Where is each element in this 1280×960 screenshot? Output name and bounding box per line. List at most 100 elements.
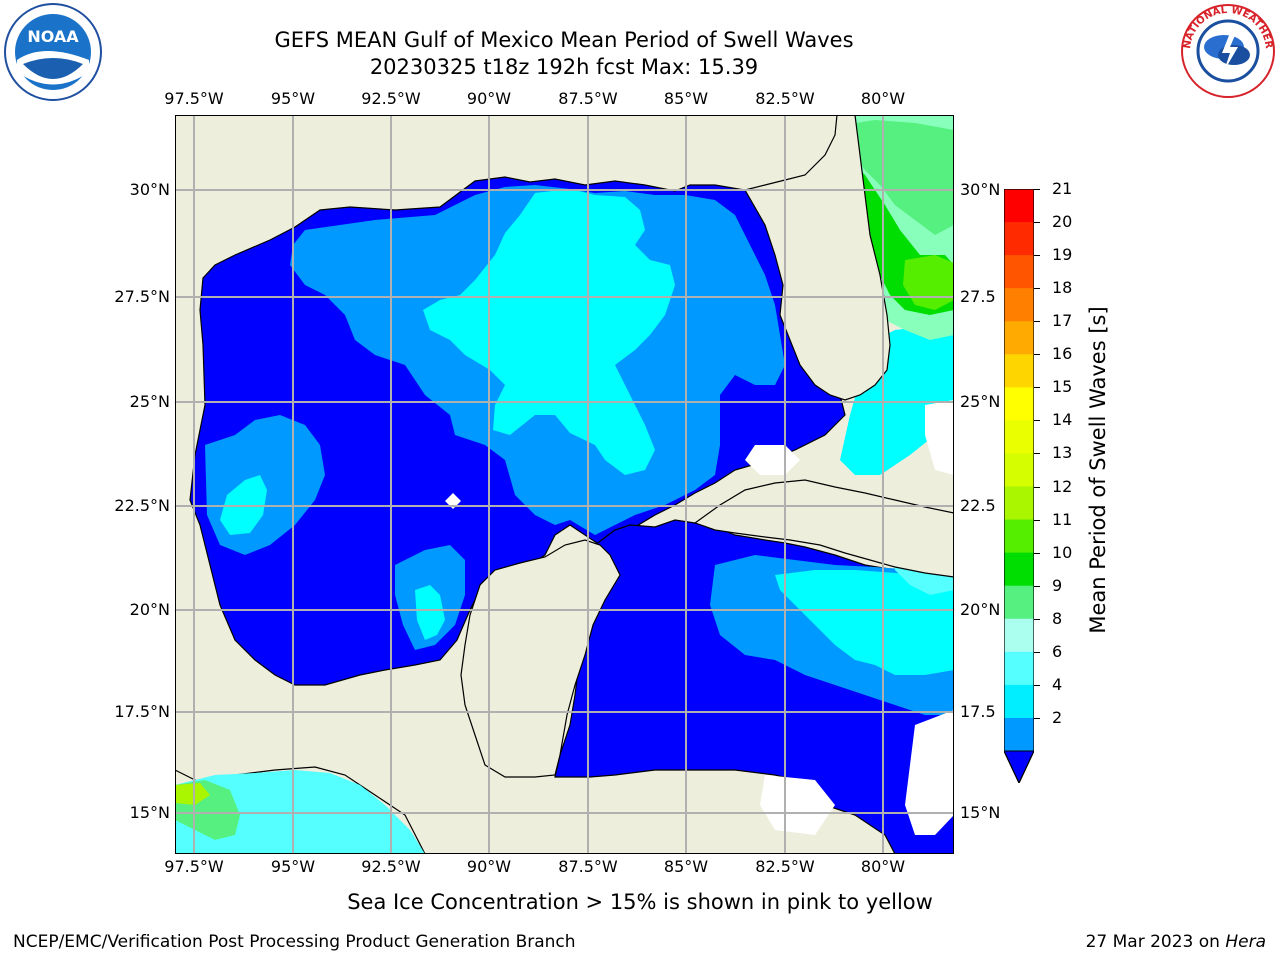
- colorbar-segment: [1004, 486, 1034, 521]
- colorbar-tick-mark: [1034, 717, 1040, 719]
- colorbar-segment: [1004, 189, 1034, 223]
- noaa-logo: NOAA: [3, 2, 103, 102]
- colorbar-segment: [1004, 453, 1034, 488]
- lon-label-top: 90°W: [466, 89, 512, 108]
- lat-label-right: 22.5: [960, 496, 996, 515]
- colorbar-tick-label: 6: [1052, 641, 1063, 661]
- lon-label-bottom: 85°W: [663, 857, 709, 876]
- map-panel: [174, 114, 955, 855]
- colorbar-segment: [1004, 618, 1034, 653]
- colorbar-tick-label: 9: [1052, 575, 1063, 595]
- atlantic-water-10-11s: [843, 120, 954, 235]
- lat-label-right: 20°N: [960, 600, 1001, 619]
- colorbar-tick-mark: [1034, 618, 1040, 620]
- colorbar-tick-label: 2: [1052, 707, 1063, 727]
- colorbar-tick-mark: [1034, 321, 1040, 323]
- lon-label-bottom: 87.5°W: [558, 857, 618, 876]
- colorbar-segment: [1004, 255, 1034, 289]
- lon-label-bottom: 80°W: [860, 857, 906, 876]
- lon-label-top: 82.5°W: [755, 89, 815, 108]
- lat-label-left: 20°N: [129, 600, 170, 619]
- colorbar-tick-label: 18: [1052, 278, 1073, 298]
- lon-label-bottom: 97.5°W: [164, 857, 224, 876]
- colorbar-segment: [1004, 288, 1034, 322]
- colorbar-tick-mark: [1034, 222, 1040, 224]
- lon-label-top: 85°W: [663, 89, 709, 108]
- footer-host: Hera: [1225, 932, 1266, 952]
- lon-label-top: 87.5°W: [558, 89, 618, 108]
- colorbar-tick-mark: [1034, 585, 1040, 587]
- colorbar-tick-mark: [1034, 552, 1040, 554]
- colorbar-tick-mark: [1034, 519, 1040, 521]
- lon-label-top: 92.5°W: [361, 89, 421, 108]
- colorbar-tick-label: 21: [1052, 179, 1073, 198]
- colorbar-frame: [1003, 188, 1035, 784]
- lat-label-right: 27.5: [960, 287, 996, 306]
- colorbar-segment: [1004, 420, 1034, 454]
- colorbar-segment: [1004, 651, 1034, 686]
- chart-title: GEFS MEAN Gulf of Mexico Mean Period of …: [274, 28, 854, 52]
- colorbar-segment: [1004, 552, 1034, 587]
- colorbar-tick-mark: [1034, 420, 1040, 422]
- no-data-area: [760, 775, 835, 835]
- colorbar-segment: [1004, 321, 1034, 355]
- lon-label-bottom: 92.5°W: [361, 857, 421, 876]
- colorbar-tick-label: 14: [1052, 410, 1073, 430]
- colorbar-tick-mark: [1034, 255, 1040, 257]
- caribbean-water-6-8s: [775, 570, 954, 675]
- map-svg: [174, 114, 955, 855]
- colorbar-tick-mark: [1034, 387, 1040, 389]
- no-data-area: [745, 445, 800, 475]
- sea-ice-note: Sea Ice Concentration > 15% is shown in …: [0, 890, 1280, 914]
- florida-land: [744, 114, 891, 401]
- colorbar-tick-label: 12: [1052, 476, 1073, 496]
- graticule: [175, 115, 954, 854]
- lon-label-bottom: 95°W: [270, 857, 316, 876]
- colorbar-segment: [1004, 519, 1034, 554]
- colorbar-tick-mark: [1034, 354, 1040, 356]
- lat-label-right: 30°N: [960, 180, 1001, 199]
- colorbar-tick-mark: [1034, 651, 1040, 653]
- colorbar-tick-label: 15: [1052, 377, 1073, 397]
- colorbar-segment: [1004, 684, 1034, 719]
- colorbar-tick-label: 11: [1052, 509, 1073, 529]
- colorbar-segment: [1004, 717, 1034, 752]
- nws-logo: NATIONAL WEATHER SERVICE: [1176, 0, 1276, 99]
- lon-label-top: 80°W: [860, 89, 906, 108]
- colorbar-tick-label: 13: [1052, 443, 1073, 463]
- colorbar-svg: [1003, 188, 1035, 785]
- colorbar-segment: [1004, 585, 1034, 620]
- footer-date: 27 Mar 2023 on Hera: [1086, 932, 1266, 952]
- colorbar-tick-mark: [1034, 453, 1040, 455]
- colorbar-segment: [1004, 222, 1034, 256]
- colorbar-segment: [1004, 387, 1034, 421]
- colorbar-tick-mark: [1034, 486, 1040, 488]
- colorbar-tick-label: 10: [1052, 542, 1073, 562]
- lat-label-right: 17.5: [960, 702, 996, 721]
- lat-label-left: 30°N: [129, 180, 170, 199]
- colorbar-segment: [1004, 354, 1034, 388]
- no-data-area: [925, 400, 954, 475]
- colorbar-tick-label: 17: [1052, 311, 1073, 331]
- lat-label-right: 15°N: [960, 803, 1001, 822]
- gulf-water-6-8s: [415, 585, 445, 640]
- lat-label-left: 15°N: [129, 803, 170, 822]
- gulf-water-6-8s: [423, 189, 675, 475]
- colorbar-tick-label: 16: [1052, 344, 1073, 364]
- lat-label-left: 27.5°N: [114, 287, 170, 306]
- colorbar-tick-label: 8: [1052, 608, 1063, 628]
- lat-label-left: 17.5°N: [114, 702, 170, 721]
- lat-label-left: 25°N: [129, 392, 170, 411]
- colorbar: [1003, 188, 1035, 785]
- sea-ice-note-text: Sea Ice Concentration > 15% is shown in …: [347, 890, 933, 914]
- lon-label-top: 95°W: [270, 89, 316, 108]
- colorbar-title: Mean Period of Swell Waves [s]: [1086, 306, 1110, 634]
- lon-label-bottom: 82.5°W: [755, 857, 815, 876]
- no-data-area: [905, 710, 954, 835]
- footer-credit: NCEP/EMC/Verification Post Processing Pr…: [13, 932, 576, 952]
- colorbar-tick-label: 4: [1052, 674, 1063, 694]
- colorbar-extend-triangle: [1003, 750, 1035, 785]
- colorbar-tick-mark: [1034, 189, 1040, 190]
- footer-date-text: 27 Mar 2023 on: [1085, 932, 1220, 952]
- lat-label-left: 22.5°N: [114, 496, 170, 515]
